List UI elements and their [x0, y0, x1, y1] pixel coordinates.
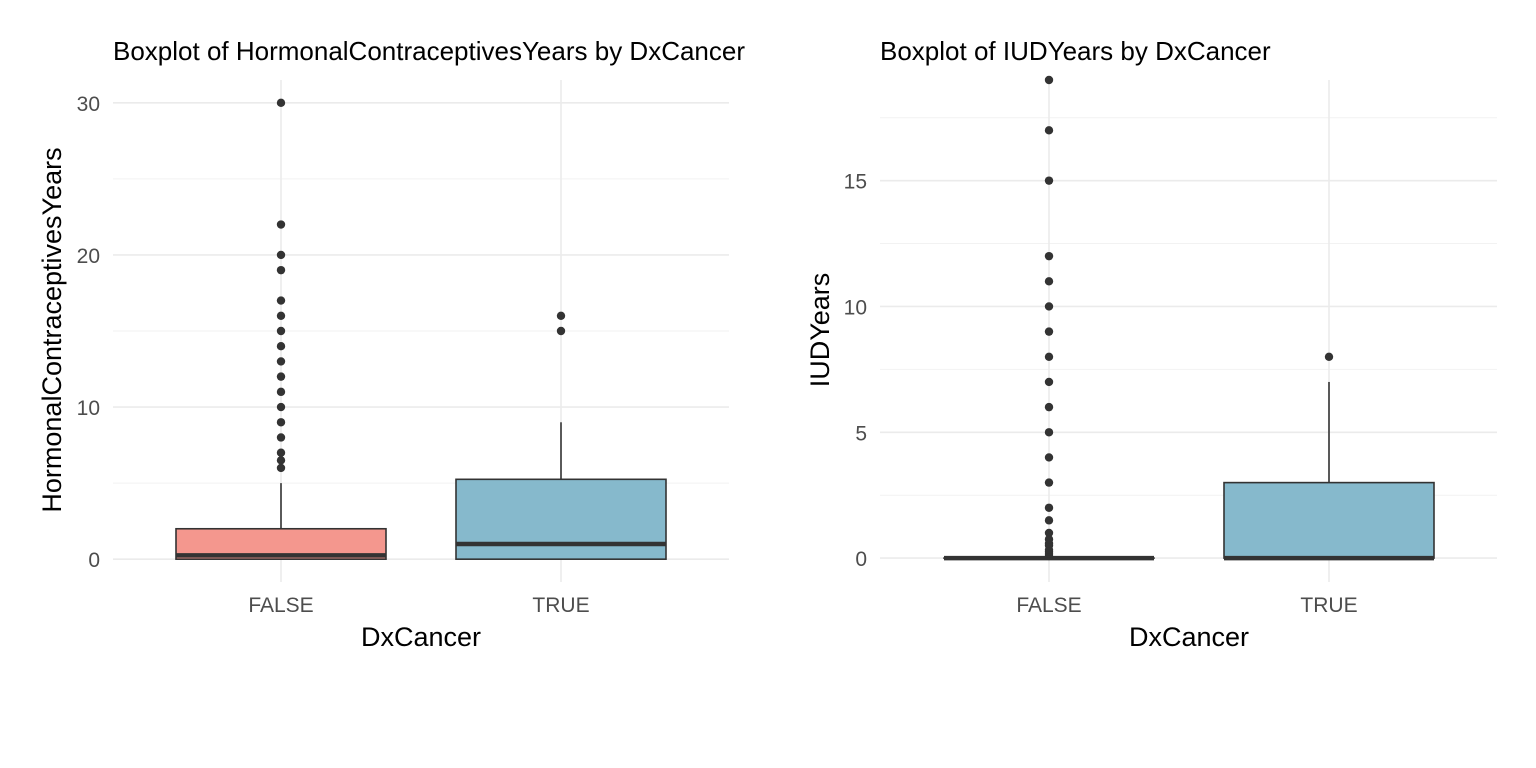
- outlier-point: [276, 311, 286, 320]
- y-tick-label: 0: [88, 549, 100, 572]
- y-tick-label: 20: [77, 245, 100, 268]
- outlier-point: [276, 357, 286, 366]
- y-axis-title: IUDYears: [805, 273, 835, 388]
- outlier-point: [1044, 503, 1054, 512]
- box-iqr: [1223, 481, 1435, 559]
- outlier-point: [1044, 176, 1054, 185]
- box-false: [175, 98, 387, 560]
- outlier-point: [1044, 478, 1054, 487]
- outlier-point: [276, 456, 286, 465]
- outlier-point: [276, 433, 286, 442]
- x-tick-label: FALSE: [248, 594, 313, 617]
- y-tick-label: 15: [844, 171, 867, 194]
- x-tick-label: TRUE: [532, 594, 589, 617]
- outlier-point: [556, 311, 566, 320]
- chart-title: Boxplot of IUDYears by DxCancer: [880, 36, 1271, 66]
- box-true: [1223, 352, 1435, 561]
- iud-years-boxplot-panel: Boxplot of IUDYears by DxCancer 0 5 10 15 F…: [805, 36, 1497, 652]
- x-tick-label: TRUE: [1300, 594, 1357, 617]
- x-axis-title: DxCancer: [361, 622, 481, 652]
- outlier-point: [276, 402, 286, 412]
- y-tick-label: 10: [844, 296, 867, 319]
- y-tick-label: 0: [855, 548, 867, 571]
- outlier-point: [276, 326, 286, 336]
- y-tick-label: 10: [77, 397, 100, 420]
- outlier-point: [1044, 302, 1054, 311]
- outlier-point: [1044, 377, 1054, 387]
- box-true: [455, 311, 667, 560]
- outlier-point: [276, 372, 286, 381]
- outlier-point: [276, 220, 286, 229]
- outlier-point: [1044, 402, 1054, 412]
- box-false: [943, 75, 1155, 561]
- outlier-point: [1324, 352, 1334, 361]
- x-axis-title: DxCancer: [1129, 622, 1249, 652]
- y-axis-ticks: 0 10 20 30: [77, 93, 100, 572]
- y-tick-label: 30: [77, 93, 100, 116]
- outlier-point: [1044, 75, 1054, 85]
- outlier-point: [276, 265, 286, 275]
- outlier-point: [276, 463, 286, 473]
- outlier-point: [556, 326, 566, 336]
- outlier-point: [1044, 453, 1054, 462]
- hormonal-contraceptives-boxplot-panel: Boxplot of HormonalContraceptivesYears b…: [37, 36, 745, 652]
- outlier-point: [1044, 277, 1054, 286]
- outlier-point: [1044, 126, 1054, 135]
- outlier-point: [276, 342, 286, 351]
- outlier-point: [276, 448, 286, 457]
- outlier-point: [276, 98, 286, 108]
- y-axis-title: HormonalContraceptivesYears: [37, 147, 67, 512]
- box-layer: [175, 98, 667, 560]
- y-tick-label: 5: [855, 422, 867, 445]
- box-iqr: [455, 478, 667, 560]
- x-axis-ticks: FALSE TRUE: [248, 594, 589, 617]
- x-tick-label: FALSE: [1016, 594, 1081, 617]
- outlier-point: [1044, 528, 1054, 538]
- outlier-point: [1044, 516, 1054, 525]
- outlier-point: [1044, 327, 1054, 336]
- outlier-point: [276, 387, 286, 397]
- outlier-point: [276, 250, 286, 260]
- outlier-point: [1044, 251, 1054, 261]
- outlier-point: [1044, 352, 1054, 361]
- box-layer: [943, 75, 1435, 561]
- chart-title: Boxplot of HormonalContraceptivesYears b…: [113, 36, 745, 66]
- outlier-point: [1044, 428, 1054, 437]
- outlier-point: [276, 418, 286, 427]
- y-axis-ticks: 0 5 10 15: [844, 171, 867, 571]
- outlier-point: [276, 296, 286, 305]
- x-axis-ticks: FALSE TRUE: [1016, 594, 1357, 617]
- outlier-point: [1044, 535, 1054, 544]
